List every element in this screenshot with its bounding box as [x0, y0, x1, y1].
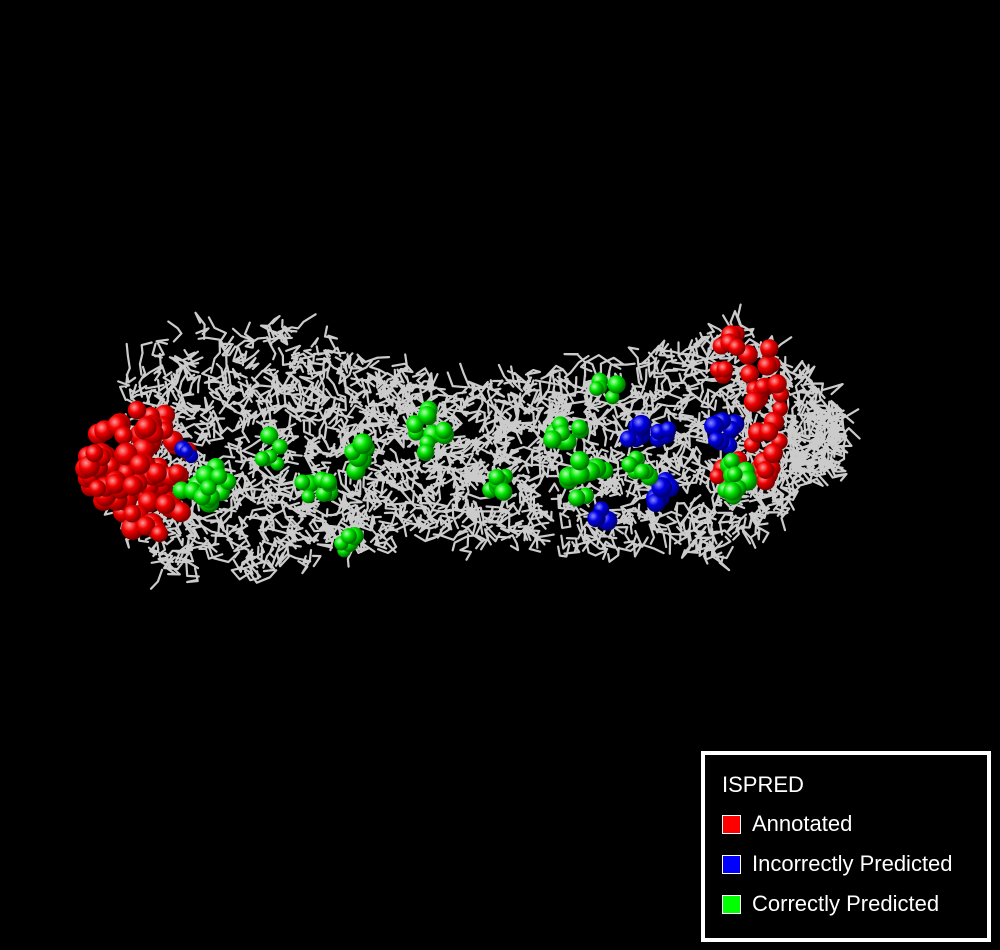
- legend-item-incorrectly-predicted: Incorrectly Predicted: [722, 851, 953, 876]
- legend-item-correctly-predicted: Correctly Predicted: [722, 891, 940, 916]
- legend-swatch-incorrectly-predicted: [722, 854, 741, 874]
- legend-label-correctly-predicted: Correctly Predicted: [752, 891, 940, 916]
- legend-title: ISPRED: [722, 772, 804, 797]
- legend-item-annotated: Annotated: [722, 811, 853, 836]
- legend-swatch-annotated: [722, 814, 741, 834]
- legend-label-annotated: Annotated: [752, 811, 853, 836]
- highlighted-residue-spheres: [75, 325, 790, 558]
- legend: ISPRED Annotated Incorrectly Predicted C…: [701, 751, 991, 942]
- legend-label-incorrectly-predicted: Incorrectly Predicted: [752, 851, 953, 876]
- legend-swatch-correctly-predicted: [722, 894, 741, 914]
